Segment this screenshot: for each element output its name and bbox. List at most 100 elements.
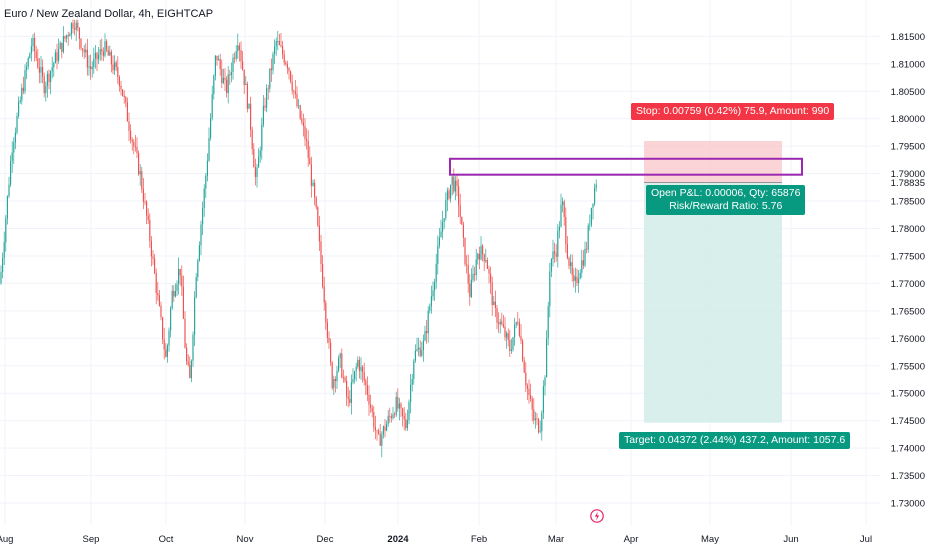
y-tick-label: 1.73000	[891, 499, 925, 510]
candle-body	[357, 359, 359, 367]
candle-body	[229, 74, 231, 76]
candle-body	[483, 254, 485, 262]
candle-body	[227, 74, 229, 93]
candle-body	[99, 49, 101, 55]
candle-body	[128, 121, 130, 131]
candle-body	[146, 201, 148, 216]
candle-body	[392, 414, 394, 419]
candle-body	[422, 340, 424, 351]
resistance-zone[interactable]	[449, 157, 803, 176]
candle-body	[189, 364, 191, 379]
candle-body	[187, 361, 189, 365]
candle-body	[410, 384, 412, 402]
candle-body	[499, 321, 501, 325]
candle-body	[470, 279, 472, 297]
candle-body	[152, 256, 154, 259]
target-zone	[644, 182, 782, 423]
candle-body	[501, 321, 503, 325]
candle-body	[560, 204, 562, 227]
candle-body	[509, 340, 511, 351]
candle-body	[338, 357, 340, 371]
candle-body	[406, 420, 408, 429]
candle-body	[418, 347, 420, 350]
candle-body	[371, 407, 373, 412]
candle-body	[354, 371, 356, 380]
candle-body	[472, 273, 474, 280]
candle-body	[182, 286, 184, 319]
candle-body	[45, 86, 47, 94]
candle-body	[195, 277, 197, 298]
candle-body	[224, 77, 226, 80]
candle-body	[104, 41, 106, 56]
candle-body	[458, 186, 460, 206]
candle-body	[510, 349, 512, 351]
candle-body	[486, 260, 488, 269]
candle-body	[502, 324, 504, 327]
candle-body	[432, 290, 434, 297]
y-tick-label: 1.80000	[891, 114, 925, 125]
long-position-tool[interactable]	[449, 140, 803, 423]
candle-body	[222, 77, 224, 84]
candle-body	[26, 66, 28, 71]
candle-body	[158, 295, 160, 306]
candle-body	[91, 67, 93, 70]
candle-body	[58, 48, 60, 61]
candle-body	[595, 184, 597, 188]
candle-body	[376, 430, 378, 432]
candle-body	[582, 260, 584, 266]
candle-body	[550, 259, 552, 272]
candle-body	[355, 366, 357, 372]
candlestick-series	[0, 15, 597, 458]
candle-body	[69, 34, 71, 37]
candle-body	[539, 431, 541, 433]
candle-body	[54, 52, 56, 64]
candle-body	[328, 337, 330, 343]
candle-body	[365, 380, 367, 385]
price-axis[interactable]: 1.73000 1.73500 1.74000 1.74500 1.75000 1.755…	[891, 32, 925, 510]
candle-body	[253, 149, 255, 168]
candle-body	[592, 203, 594, 208]
candle-body	[520, 335, 522, 341]
candle-body	[331, 362, 333, 388]
lightning-alert-icon[interactable]	[590, 509, 604, 523]
candle-body	[208, 138, 210, 161]
candle-body	[549, 271, 551, 307]
candle-body	[518, 322, 520, 336]
candle-body	[304, 125, 306, 140]
candle-body	[370, 404, 372, 408]
x-tick-label: Nov	[237, 534, 254, 545]
candle-body	[408, 401, 410, 421]
candle-body	[56, 52, 58, 61]
candle-body	[413, 360, 415, 379]
candle-body	[78, 28, 80, 39]
x-tick-label: Oct	[159, 534, 174, 545]
candle-body	[566, 243, 568, 259]
x-tick-label: Mar	[548, 534, 564, 545]
candle-body	[522, 340, 524, 361]
candle-body	[38, 67, 40, 73]
candle-body	[482, 245, 484, 255]
candle-body	[219, 59, 221, 70]
candle-body	[450, 184, 452, 199]
candle-body	[226, 79, 228, 93]
candle-body	[21, 87, 23, 101]
candle-body	[200, 224, 202, 246]
candle-body	[426, 330, 428, 334]
candle-body	[427, 310, 429, 334]
candle-body	[552, 251, 554, 260]
candle-body	[315, 197, 317, 208]
candle-body	[347, 396, 349, 399]
target-label: Target: 0.04372 (2.44%) 437.2, Amount: 1…	[619, 432, 851, 449]
candle-body	[310, 164, 312, 186]
candle-body	[344, 377, 346, 381]
y-tick-label: 1.81000	[891, 59, 925, 70]
time-axis[interactable]: Aug Sep Oct Nov Dec 2024 Feb Mar Apr May Jun Jul	[0, 534, 872, 545]
candle-body	[270, 68, 272, 71]
candle-body	[590, 207, 592, 225]
candle-body	[350, 382, 352, 403]
candle-body	[173, 291, 175, 297]
candle-body	[576, 276, 578, 284]
y-tick-label: 1.80500	[891, 87, 925, 98]
y-tick-label: 1.78000	[891, 224, 925, 235]
